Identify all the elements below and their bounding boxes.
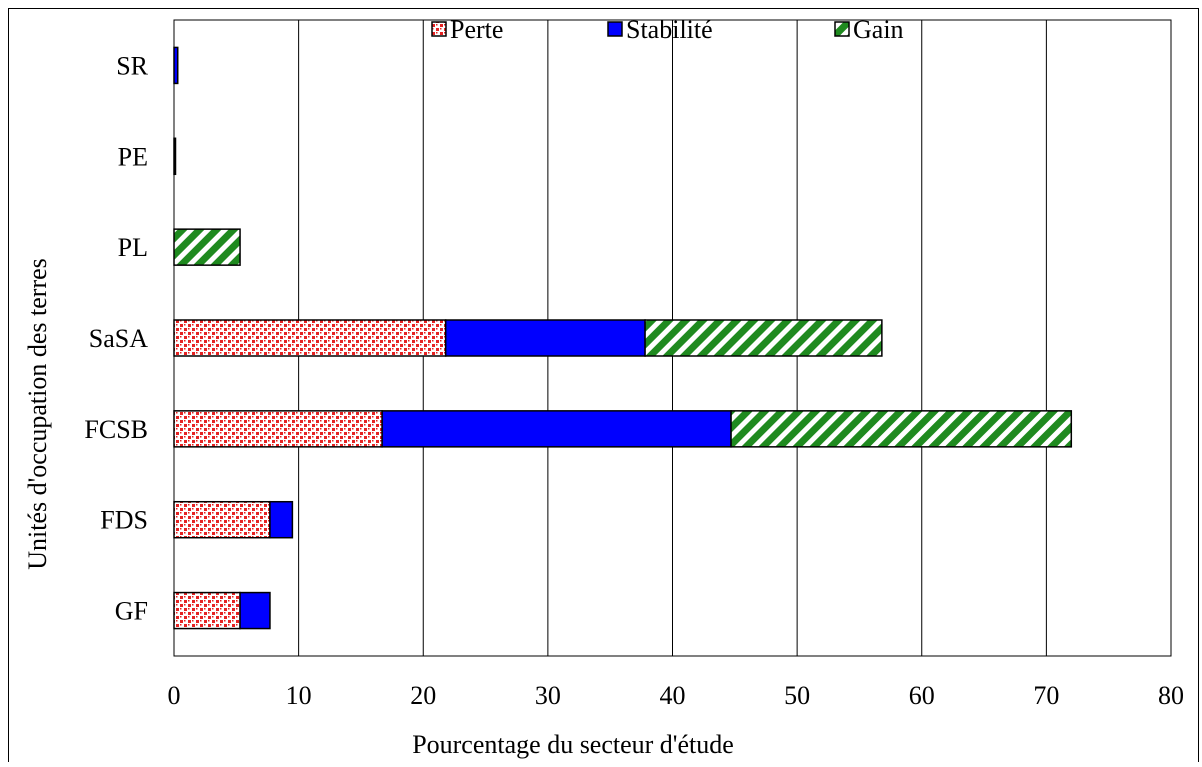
bar-segment-gain: [173, 228, 241, 266]
y-axis-categories: GF FDS FCSB SaSA PL PE SR: [84, 51, 148, 625]
x-axis-ticks: 0 10 20 30 40 50 60 70 80: [168, 681, 1185, 710]
bar-segment-gain: [730, 410, 1073, 448]
bar-segment-perte: [173, 410, 383, 448]
x-tick-label: 30: [535, 681, 561, 710]
legend-label: Stabilité: [626, 15, 713, 44]
x-tick-label: 10: [286, 681, 312, 710]
category-label: GF: [115, 597, 148, 626]
plot-area-border: [173, 19, 1172, 657]
bar-segment-gain: [644, 319, 883, 357]
bar-segment-stabilité: [381, 410, 732, 448]
x-tick-label: 50: [784, 681, 810, 710]
legend-swatch: [607, 21, 623, 37]
chart-outer-border: [8, 8, 1199, 767]
category-label: SR: [116, 51, 148, 80]
bar-segment-stabilité: [444, 319, 646, 357]
x-tick-label: 80: [1158, 681, 1184, 710]
category-label: PE: [118, 142, 148, 171]
x-axis-title: Pourcentage du secteur d'étude: [412, 730, 734, 759]
x-tick-label: 40: [660, 681, 686, 710]
bars: [173, 46, 1073, 630]
x-tick-label: 20: [410, 681, 436, 710]
legend: Perte Stabilité Gain: [431, 15, 904, 44]
category-label: PL: [118, 233, 148, 262]
bar-segment-perte: [173, 319, 447, 357]
legend-label: Perte: [450, 15, 503, 44]
x-tick-label: 0: [168, 681, 181, 710]
category-label: FCSB: [84, 415, 148, 444]
bar-segment-stabilité: [269, 500, 294, 539]
category-label: SaSA: [89, 324, 148, 353]
bar-segment-perte: [173, 500, 271, 539]
legend-swatch: [431, 21, 447, 37]
legend-label: Gain: [853, 15, 904, 44]
bar-segment-stabilité: [173, 46, 179, 85]
x-tick-label: 60: [909, 681, 935, 710]
bar-segment-stabilité: [239, 591, 271, 630]
x-tick-label: 70: [1033, 681, 1059, 710]
bar-segment-perte: [173, 591, 241, 630]
category-label: FDS: [100, 506, 148, 535]
y-axis-title: Unités d'occupation des terres: [23, 258, 52, 570]
legend-swatch: [834, 21, 850, 37]
